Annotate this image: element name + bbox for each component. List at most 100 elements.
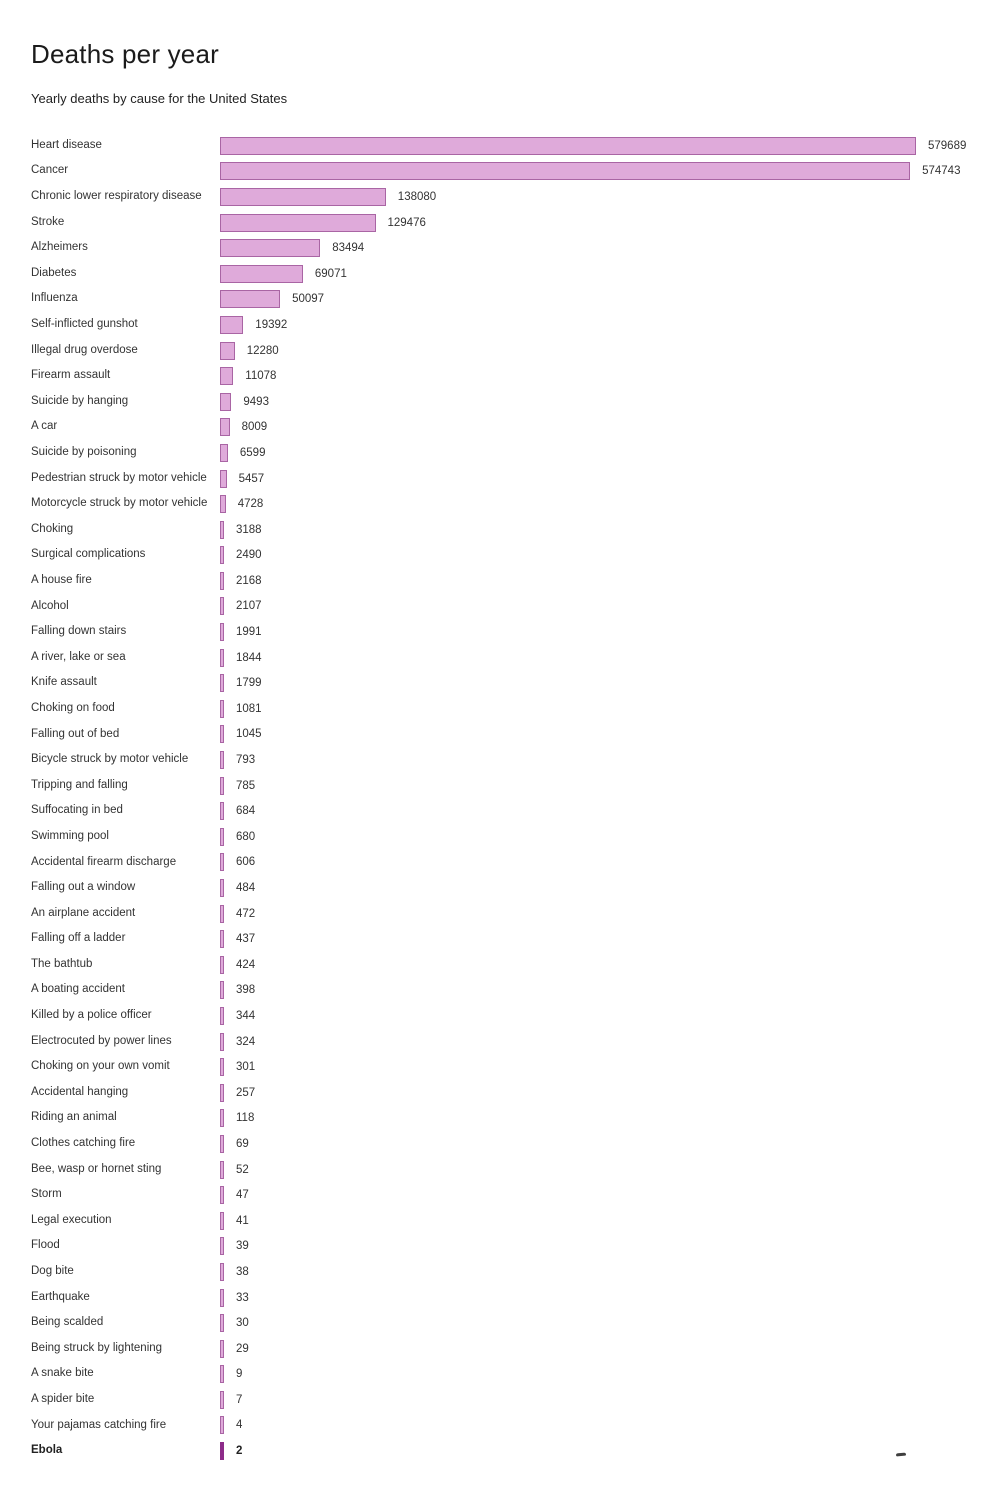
category-label: Self-inflicted gunshot bbox=[31, 318, 138, 331]
bar bbox=[220, 930, 224, 949]
bar-value: 38 bbox=[236, 1265, 249, 1278]
bar-value: 1844 bbox=[236, 651, 262, 664]
bar-value: 3188 bbox=[236, 523, 262, 536]
bar-area: 472 bbox=[220, 901, 969, 927]
bar-area: 33 bbox=[220, 1285, 969, 1311]
chart-row: Accidental hanging 257 bbox=[31, 1080, 969, 1106]
bar bbox=[220, 213, 376, 232]
bar bbox=[220, 315, 244, 334]
bar-area: 785 bbox=[220, 773, 969, 799]
bar-value: 324 bbox=[236, 1035, 256, 1048]
chart-row: Pedestrian struck by motor vehicle 5457 bbox=[31, 466, 969, 492]
category-label: Flood bbox=[31, 1239, 60, 1252]
bar-value: 11078 bbox=[245, 370, 277, 383]
chart-row: Falling down stairs 1991 bbox=[31, 619, 969, 645]
bar-area: 2 bbox=[220, 1438, 969, 1464]
chart-row: Influenza 50097 bbox=[31, 287, 969, 313]
bar-value: 6599 bbox=[239, 446, 266, 459]
category-label: An airplane accident bbox=[31, 906, 136, 919]
bar bbox=[220, 699, 224, 718]
bar-value: 301 bbox=[236, 1061, 256, 1074]
chart-row: A river, lake or sea 1844 bbox=[31, 645, 969, 671]
category-label: Chronic lower respiratory disease bbox=[31, 190, 202, 203]
bar-value: 69 bbox=[236, 1137, 249, 1150]
category-label: Being scalded bbox=[31, 1316, 104, 1329]
chart-row: Bicycle struck by motor vehicle 793 bbox=[31, 747, 969, 773]
bar-value: 2 bbox=[236, 1445, 243, 1458]
category-label: Swimming pool bbox=[31, 829, 109, 842]
category-label: Stroke bbox=[31, 215, 65, 228]
chart-row: Heart disease 579689 bbox=[31, 133, 969, 159]
category-label: Your pajamas catching fire bbox=[31, 1418, 167, 1431]
bar bbox=[220, 853, 224, 872]
chart-row: Storm 47 bbox=[31, 1182, 969, 1208]
bar-area: 83494 bbox=[220, 235, 969, 261]
chart-row: Surgical complications 2490 bbox=[31, 543, 969, 569]
bar-value: 41 bbox=[236, 1214, 249, 1227]
bar-area: 30 bbox=[220, 1310, 969, 1336]
bar-value: 47 bbox=[236, 1189, 249, 1202]
bar-area: 1081 bbox=[220, 696, 969, 722]
bar-value: 129476 bbox=[387, 216, 426, 229]
bar-value: 29 bbox=[236, 1342, 249, 1355]
bar-area: 3188 bbox=[220, 517, 969, 543]
bar bbox=[220, 1032, 224, 1051]
bar-area: 52 bbox=[220, 1157, 969, 1183]
bar-area: 7 bbox=[220, 1387, 969, 1413]
chart-row: Accidental firearm discharge 606 bbox=[31, 850, 969, 876]
bar-area: 574743 bbox=[220, 159, 969, 185]
category-label: Alcohol bbox=[31, 599, 69, 612]
bar bbox=[220, 520, 224, 539]
bar bbox=[220, 879, 224, 898]
bar-area: 437 bbox=[220, 926, 969, 952]
chart-row: Falling off a ladder 437 bbox=[31, 926, 969, 952]
category-label: Illegal drug overdose bbox=[31, 343, 138, 356]
page-title: Deaths per year bbox=[31, 39, 219, 69]
chart-row: A car 8009 bbox=[31, 415, 969, 441]
page-subtitle: Yearly deaths by cause for the United St… bbox=[31, 91, 288, 106]
bar bbox=[220, 1288, 224, 1307]
bar bbox=[220, 1314, 224, 1333]
bar-area: 118 bbox=[220, 1106, 969, 1132]
bar bbox=[220, 1058, 224, 1077]
bar-value: 138080 bbox=[397, 190, 437, 203]
bar-value: 398 bbox=[236, 984, 256, 997]
chart-row: Firearm assault 11078 bbox=[31, 363, 969, 389]
bar-value: 2107 bbox=[236, 600, 262, 613]
bar-area: 69 bbox=[220, 1131, 969, 1157]
category-label: Accidental hanging bbox=[31, 1085, 129, 1098]
bar-value: 69071 bbox=[314, 267, 347, 280]
chart-row: Suicide by poisoning 6599 bbox=[31, 440, 969, 466]
chart-row: Diabetes 69071 bbox=[31, 261, 969, 287]
chart-row: Ebola 2 bbox=[31, 1438, 969, 1464]
bar bbox=[220, 955, 224, 974]
bar-area: 1844 bbox=[220, 645, 969, 671]
bar bbox=[220, 546, 224, 565]
bar-area: 47 bbox=[220, 1182, 969, 1208]
category-label: Influenza bbox=[31, 292, 78, 305]
bar-value: 2490 bbox=[236, 549, 262, 562]
bar-value: 785 bbox=[236, 779, 256, 792]
bar bbox=[220, 623, 224, 642]
chart-row: Knife assault 1799 bbox=[31, 670, 969, 696]
bar bbox=[220, 827, 224, 846]
bar-value: 9493 bbox=[243, 395, 269, 408]
bar-value: 684 bbox=[236, 805, 256, 818]
category-label: Knife assault bbox=[31, 676, 97, 689]
bar-area: 257 bbox=[220, 1080, 969, 1106]
chart-row: Chronic lower respiratory disease 138080 bbox=[31, 184, 969, 210]
bar-area: 50097 bbox=[220, 287, 969, 313]
category-label: Killed by a police officer bbox=[31, 1009, 152, 1022]
bar-area: 301 bbox=[220, 1054, 969, 1080]
bar bbox=[220, 162, 911, 181]
category-label: Surgical complications bbox=[31, 548, 146, 561]
bar-value: 1991 bbox=[236, 626, 262, 639]
bar bbox=[220, 1237, 224, 1256]
category-label: Suffocating in bed bbox=[31, 804, 123, 817]
bar-value: 424 bbox=[236, 958, 256, 971]
category-label: Accidental firearm discharge bbox=[31, 855, 177, 868]
category-label: Legal execution bbox=[31, 1213, 112, 1226]
category-label: Alzheimers bbox=[31, 241, 88, 254]
bar-value: 8009 bbox=[241, 421, 268, 434]
bar bbox=[220, 136, 916, 155]
